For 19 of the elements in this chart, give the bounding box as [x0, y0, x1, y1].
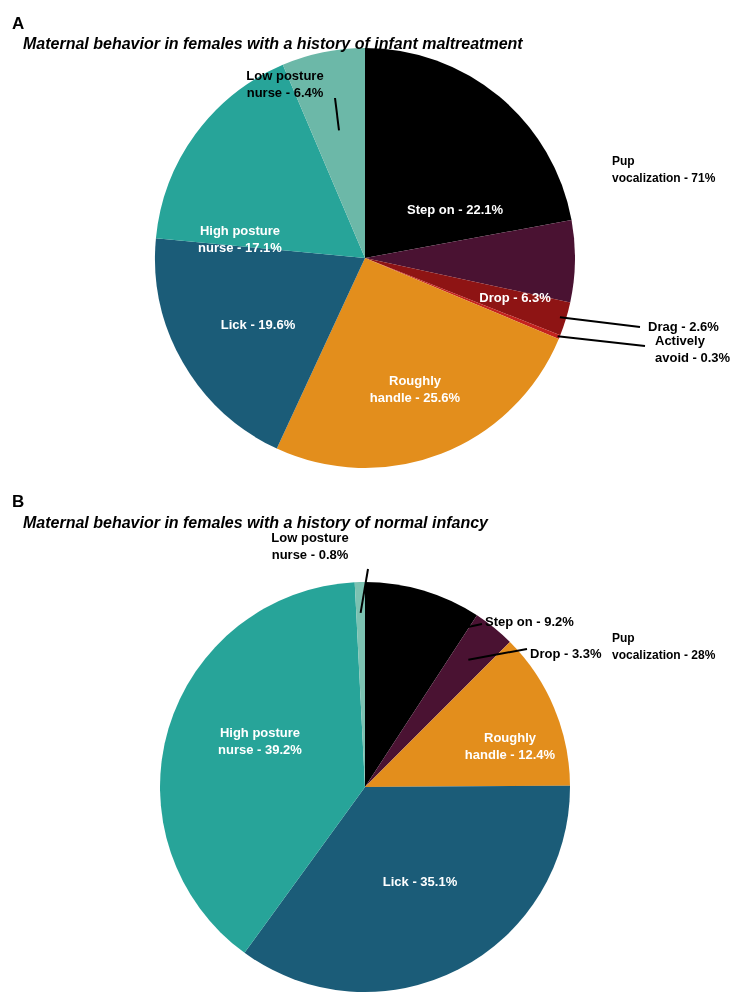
text: Pup vocalization - 71% [612, 153, 716, 185]
chart-title: Maternal behavior in females with a history of normal infancy [23, 514, 490, 532]
slice-label: Lick - 19.6% [220, 316, 296, 332]
slice-label: Low posture nurse - 0.8% [271, 530, 349, 563]
slice-label: Drag - 2.6% [648, 318, 720, 334]
slice-label: Step on - 9.2% [485, 613, 575, 629]
slice-label: Roughly handle - 25.6% [369, 373, 461, 406]
slice-label: Roughly handle - 12.4% [464, 730, 556, 763]
slice-label: High posture nurse - 17.1% [198, 223, 283, 256]
text: A [12, 13, 25, 33]
text: Pup vocalization - 28% [612, 630, 716, 662]
slice-label: Drop - 3.3% [530, 645, 602, 661]
slice-label: Lick - 35.1% [382, 873, 458, 889]
slice-label: Step on - 22.1% [406, 201, 504, 217]
slice-label: Actively avoid - 0.3% [655, 333, 731, 366]
text: B [12, 491, 25, 511]
chart-title: Maternal behavior in females with a history of infant maltreatment [23, 35, 524, 53]
slice-label: Drop - 6.3% [479, 289, 552, 305]
slice-label: High posture nurse - 39.2% [218, 725, 303, 758]
